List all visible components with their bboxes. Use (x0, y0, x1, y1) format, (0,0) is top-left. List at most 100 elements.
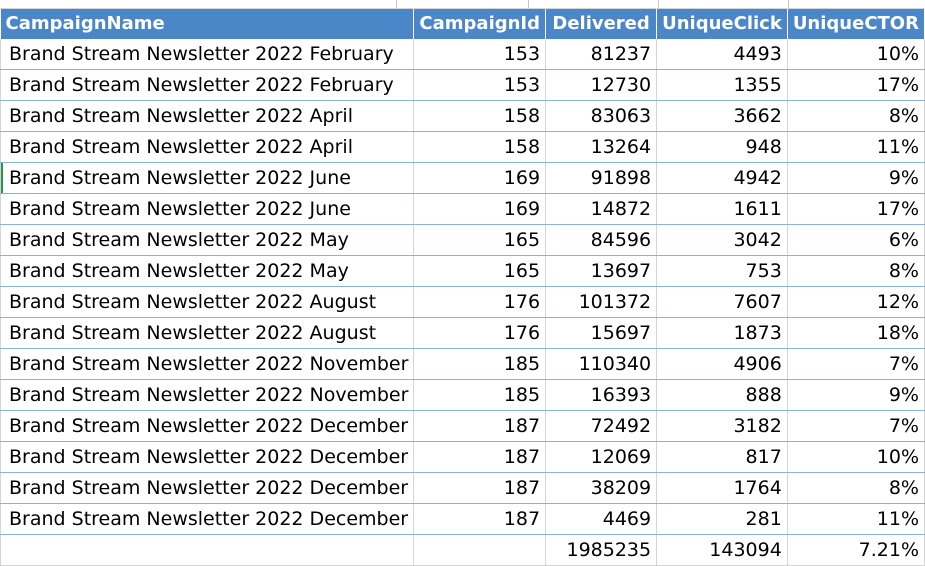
cell-campaign-id[interactable]: 153 (413, 69, 547, 101)
cell-unique-ctor[interactable]: 7% (787, 410, 925, 442)
cell-unique-ctor[interactable]: 17% (787, 69, 925, 101)
totals-cell-unique-click[interactable]: 143094 (656, 534, 788, 566)
header-cell-campaign-name[interactable]: CampaignName (0, 9, 415, 39)
cell-unique-click[interactable]: 3042 (656, 224, 788, 256)
cell-unique-ctor[interactable]: 7% (787, 348, 925, 380)
cell-unique-ctor[interactable]: 8% (787, 472, 925, 504)
cell-delivered[interactable]: 14872 (545, 193, 658, 225)
cell-campaign-id[interactable]: 153 (413, 39, 547, 70)
table-row: Brand Stream Newsletter 2022 November 185… (0, 379, 925, 411)
column-divider (658, 0, 659, 8)
cell-unique-ctor[interactable]: 10% (787, 39, 925, 70)
cell-unique-click[interactable]: 1764 (656, 472, 788, 504)
cell-campaign-name[interactable]: Brand Stream Newsletter 2022 December (0, 472, 415, 504)
cell-unique-ctor[interactable]: 12% (787, 286, 925, 318)
cell-campaign-id[interactable]: 165 (413, 224, 547, 256)
cell-campaign-name[interactable]: Brand Stream Newsletter 2022 August (0, 286, 415, 318)
cell-campaign-name[interactable]: Brand Stream Newsletter 2022 April (0, 100, 415, 132)
cell-campaign-name[interactable]: Brand Stream Newsletter 2022 February (0, 39, 415, 70)
cell-delivered[interactable]: 91898 (545, 162, 658, 194)
cell-unique-click[interactable]: 948 (656, 131, 788, 163)
cell-campaign-id[interactable]: 185 (413, 348, 547, 380)
cell-campaign-id[interactable]: 187 (413, 410, 547, 442)
table-row: Brand Stream Newsletter 2022 May 165 84596… (0, 224, 925, 256)
cell-campaign-id[interactable]: 158 (413, 131, 547, 163)
cell-campaign-name[interactable]: Brand Stream Newsletter 2022 August (0, 317, 415, 349)
cell-unique-click[interactable]: 4906 (656, 348, 788, 380)
cell-delivered[interactable]: 110340 (545, 348, 658, 380)
cell-unique-ctor[interactable]: 11% (787, 131, 925, 163)
cell-delivered[interactable]: 81237 (545, 39, 658, 70)
cell-delivered[interactable]: 13264 (545, 131, 658, 163)
cell-campaign-id[interactable]: 158 (413, 100, 547, 132)
cell-unique-click[interactable]: 888 (656, 379, 788, 411)
cell-campaign-name[interactable]: Brand Stream Newsletter 2022 April (0, 131, 415, 163)
totals-cell-delivered[interactable]: 1985235 (545, 534, 658, 566)
cell-campaign-id[interactable]: 187 (413, 472, 547, 504)
cell-unique-ctor[interactable]: 8% (787, 100, 925, 132)
header-cell-unique-click[interactable]: UniqueClick (656, 9, 788, 39)
header-cell-campaign-id[interactable]: CampaignId (413, 9, 547, 39)
cell-delivered[interactable]: 101372 (545, 286, 658, 318)
cell-campaign-id[interactable]: 176 (413, 317, 547, 349)
cell-unique-ctor[interactable]: 10% (787, 441, 925, 473)
cell-campaign-id[interactable]: 187 (413, 503, 547, 535)
cell-delivered[interactable]: 72492 (545, 410, 658, 442)
cell-delivered[interactable]: 12069 (545, 441, 658, 473)
cell-delivered[interactable]: 4469 (545, 503, 658, 535)
cell-unique-ctor[interactable]: 18% (787, 317, 925, 349)
cell-campaign-id[interactable]: 165 (413, 255, 547, 287)
cell-campaign-name[interactable]: Brand Stream Newsletter 2022 December (0, 441, 415, 473)
cell-unique-click[interactable]: 817 (656, 441, 788, 473)
cell-unique-click[interactable]: 1611 (656, 193, 788, 225)
cell-campaign-name[interactable]: Brand Stream Newsletter 2022 November (0, 348, 415, 380)
cell-campaign-id[interactable]: 185 (413, 379, 547, 411)
cell-unique-click[interactable]: 1873 (656, 317, 788, 349)
cell-campaign-name[interactable]: Brand Stream Newsletter 2022 November (0, 379, 415, 411)
cell-unique-ctor[interactable]: 9% (787, 379, 925, 411)
cell-delivered[interactable]: 84596 (545, 224, 658, 256)
cell-unique-click[interactable]: 4942 (656, 162, 788, 194)
cell-campaign-name[interactable]: Brand Stream Newsletter 2022 December (0, 503, 415, 535)
cell-unique-ctor[interactable]: 9% (787, 162, 925, 194)
cell-campaign-name[interactable]: Brand Stream Newsletter 2022 June (0, 193, 415, 225)
column-divider (528, 0, 529, 8)
cell-unique-ctor[interactable]: 8% (787, 255, 925, 287)
cell-delivered[interactable]: 15697 (545, 317, 658, 349)
cell-unique-click[interactable]: 753 (656, 255, 788, 287)
cell-unique-click[interactable]: 3662 (656, 100, 788, 132)
table-body: Brand Stream Newsletter 2022 February 153… (0, 39, 925, 566)
cell-delivered[interactable]: 83063 (545, 100, 658, 132)
cell-delivered[interactable]: 13697 (545, 255, 658, 287)
cell-delivered[interactable]: 12730 (545, 69, 658, 101)
header-cell-delivered[interactable]: Delivered (545, 9, 658, 39)
cell-delivered[interactable]: 38209 (545, 472, 658, 504)
table-row: Brand Stream Newsletter 2022 June 169 9189… (0, 162, 925, 194)
cell-unique-click[interactable]: 3182 (656, 410, 788, 442)
cell-unique-click[interactable]: 7607 (656, 286, 788, 318)
cell-campaign-name[interactable]: Brand Stream Newsletter 2022 December (0, 410, 415, 442)
totals-cell-campaign-id[interactable] (413, 534, 547, 566)
cell-unique-click[interactable]: 1355 (656, 69, 788, 101)
cell-unique-ctor[interactable]: 6% (787, 224, 925, 256)
cell-campaign-id[interactable]: 187 (413, 441, 547, 473)
cell-campaign-name[interactable]: Brand Stream Newsletter 2022 June (0, 162, 415, 194)
cell-campaign-id[interactable]: 176 (413, 286, 547, 318)
cell-delivered[interactable]: 16393 (545, 379, 658, 411)
cell-campaign-name[interactable]: Brand Stream Newsletter 2022 February (0, 69, 415, 101)
table-row: Brand Stream Newsletter 2022 December 187… (0, 410, 925, 442)
cell-unique-ctor[interactable]: 11% (787, 503, 925, 535)
header-cell-unique-ctor[interactable]: UniqueCTOR (787, 9, 925, 39)
table-row: Brand Stream Newsletter 2022 December 187… (0, 441, 925, 473)
table-row: Brand Stream Newsletter 2022 April 158 830… (0, 100, 925, 132)
cell-unique-ctor[interactable]: 17% (787, 193, 925, 225)
cell-campaign-id[interactable]: 169 (413, 193, 547, 225)
cell-unique-click[interactable]: 281 (656, 503, 788, 535)
cell-campaign-name[interactable]: Brand Stream Newsletter 2022 May (0, 255, 415, 287)
cell-unique-click[interactable]: 4493 (656, 39, 788, 70)
totals-cell-campaign-name[interactable] (0, 534, 415, 566)
table-row: Brand Stream Newsletter 2022 April 158 132… (0, 131, 925, 163)
cell-campaign-name[interactable]: Brand Stream Newsletter 2022 May (0, 224, 415, 256)
totals-cell-unique-ctor[interactable]: 7.21% (787, 534, 925, 566)
cell-campaign-id[interactable]: 169 (413, 162, 547, 194)
